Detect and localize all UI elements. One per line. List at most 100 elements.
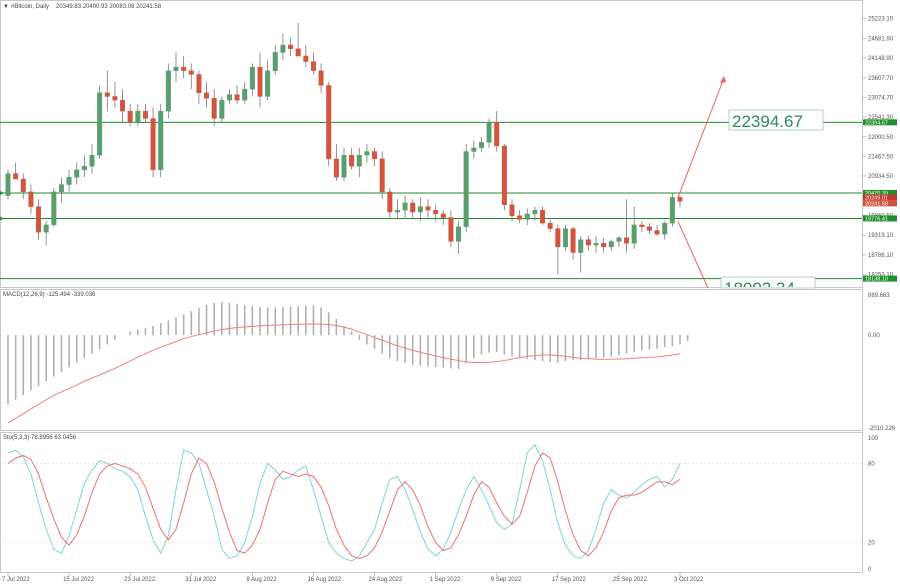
- candle-body: [142, 110, 148, 119]
- price-y-tick-label: 21467.50: [868, 154, 894, 160]
- current-price-badge-label: 20249.01: [865, 195, 888, 201]
- stoch-y-tick-label: 80: [868, 461, 875, 467]
- header-arrow-icon[interactable]: ▼: [3, 4, 9, 10]
- macd-y-tick-label: -2010.226: [868, 426, 896, 432]
- x-tick-label: 15 Jul 2022: [63, 577, 95, 583]
- candle-body: [272, 52, 278, 71]
- candle-body: [402, 202, 408, 211]
- level-marker: [0, 216, 4, 221]
- candle-body: [517, 215, 523, 220]
- level-badge-label: 19776.41: [865, 216, 888, 222]
- candle-body: [608, 241, 614, 248]
- header-ohlc: 20349.83 20400.93 20083.08 20241.58: [56, 4, 162, 10]
- macd-signal-line: [7, 323, 681, 424]
- price-y-tick-label: 18786.10: [868, 253, 894, 259]
- x-tick-label: 25 Sep 2022: [613, 577, 648, 583]
- annotation-upper-box: [728, 109, 824, 131]
- stoch-y-tick-label: 20: [868, 541, 875, 547]
- current-price-badge-label: 20241.58: [865, 201, 888, 207]
- annotation-lower-label: 18003.34: [724, 279, 795, 298]
- axis-layer: 25223.10 24681.90 24148.90 23607.70 23074.70…: [2, 16, 897, 583]
- x-tick-label: 24 Aug 2022: [369, 577, 403, 583]
- candle-body: [662, 222, 668, 235]
- candle-body: [28, 191, 34, 207]
- macd-panel-frame: [0, 289, 863, 431]
- candle-body: [448, 217, 454, 242]
- x-tick-label: 8 Aug 2022: [246, 577, 277, 583]
- candle-body: [440, 213, 446, 218]
- x-tick-label: 17 Sep 2022: [552, 577, 587, 583]
- candle-body: [249, 66, 255, 90]
- candle-body: [135, 110, 141, 123]
- level-badge: [863, 119, 897, 126]
- stoch-header: Sto(5,3,3) 78.8956 63.0456: [3, 435, 77, 441]
- current-price-badge: [863, 200, 897, 207]
- candle-body: [112, 96, 118, 101]
- candle-body: [295, 48, 301, 57]
- candle-body: [158, 110, 164, 171]
- candle-body: [219, 99, 225, 119]
- candle-body: [669, 197, 675, 224]
- candle-body: [616, 237, 622, 242]
- candle-body: [288, 44, 294, 49]
- candle-body: [318, 70, 324, 86]
- price-y-tick-label: 22000.50: [868, 135, 894, 141]
- level-marker: [0, 190, 4, 195]
- level-badge-label: 18138.10: [865, 277, 888, 283]
- candle-body: [74, 169, 80, 178]
- candle-body: [639, 224, 645, 227]
- candle-body: [509, 204, 515, 216]
- candle-body: [13, 173, 19, 180]
- candle-body: [379, 158, 385, 193]
- candle-body: [562, 228, 568, 248]
- current-price-badge: [863, 194, 897, 201]
- candle-body: [341, 154, 347, 178]
- price-y-tick-label: 18253.10: [868, 272, 894, 278]
- x-tick-label: 7 Jul 2022: [2, 577, 30, 583]
- x-tick-label: 23 Jul 2022: [124, 577, 156, 583]
- price-y-tick-label: 25223.10: [868, 16, 894, 22]
- candle-body: [303, 55, 309, 62]
- candle-body: [394, 210, 400, 213]
- candle-body: [333, 158, 339, 178]
- annotation-upper-label: 22394.67: [732, 112, 803, 131]
- level-badge: [863, 275, 897, 282]
- price-y-tick-label: 19319.10: [868, 233, 894, 239]
- candle-body: [265, 70, 271, 97]
- stoch-layer: [0, 444, 862, 562]
- macd-header: MACD(12,26,9) -125.494 -339.036: [3, 292, 96, 298]
- candle-body: [280, 44, 286, 53]
- candle-body: [478, 142, 484, 149]
- price-panel-frame: [0, 0, 863, 288]
- candle-body: [242, 88, 248, 101]
- candle-body: [81, 165, 87, 171]
- candle-body: [127, 110, 133, 123]
- stoch-k-line: [7, 444, 681, 562]
- candle-body: [257, 66, 263, 97]
- stoch-panel-frame: [0, 432, 863, 573]
- candle-body: [486, 121, 492, 143]
- annotation-lower-box: [720, 276, 816, 289]
- candle-body: [356, 154, 362, 167]
- candle-body: [51, 191, 57, 226]
- candle-body: [463, 151, 469, 227]
- candle-body: [456, 226, 462, 242]
- candle-body: [387, 191, 393, 213]
- candle-body: [120, 99, 126, 112]
- price-layer: [0, 23, 862, 289]
- candle-body: [677, 197, 683, 202]
- candle-body: [624, 237, 630, 244]
- level-badge: [863, 189, 897, 196]
- candle-body: [631, 224, 637, 244]
- candle-body: [654, 230, 660, 235]
- candle-body: [181, 66, 187, 71]
- candle-body: [150, 118, 156, 171]
- candle-body: [326, 85, 332, 160]
- candle-body: [204, 92, 210, 99]
- macd-y-tick-label: 869.663: [868, 293, 890, 299]
- candle-body: [593, 243, 599, 246]
- candle-body: [234, 94, 240, 101]
- price-y-tick-label: 23607.70: [868, 76, 894, 82]
- candle-body: [501, 145, 507, 205]
